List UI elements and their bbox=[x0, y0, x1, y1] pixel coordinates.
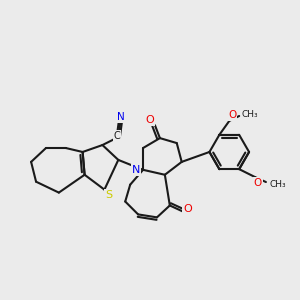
Text: N: N bbox=[117, 112, 125, 122]
Text: CH₃: CH₃ bbox=[242, 110, 258, 118]
Text: O: O bbox=[146, 115, 154, 125]
Text: O: O bbox=[183, 204, 192, 214]
Text: CH₃: CH₃ bbox=[269, 181, 286, 190]
Text: N: N bbox=[132, 165, 140, 175]
Text: S: S bbox=[105, 190, 112, 200]
Text: O: O bbox=[228, 110, 236, 120]
Text: O: O bbox=[254, 178, 262, 188]
Text: C: C bbox=[114, 131, 121, 141]
